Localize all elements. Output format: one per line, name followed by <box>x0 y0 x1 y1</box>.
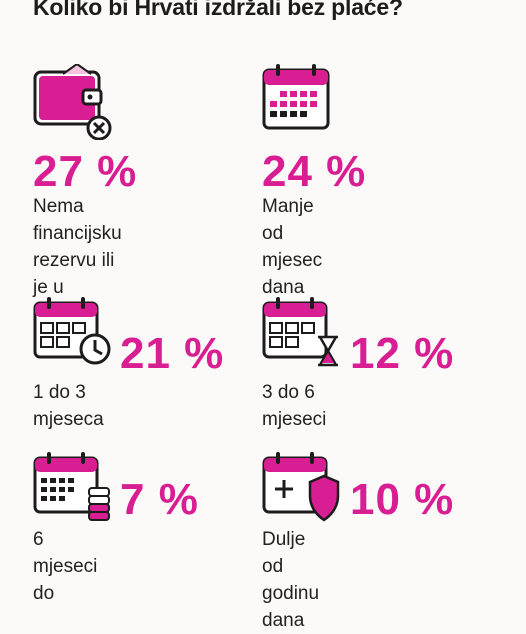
infographic-title: Koliko bi Hrvati izdržali bez plaće? <box>33 0 403 20</box>
stat-percent: 21 % <box>120 329 225 378</box>
stat-percent: 12 % <box>350 329 455 378</box>
stat-label: Dulje od godinu dana <box>262 529 320 631</box>
calendar-coins-icon <box>33 452 110 521</box>
stat-percent: 27 % <box>33 147 138 196</box>
calendar-hourglass-icon <box>262 297 339 367</box>
stat-label: Manje od mjesec dana <box>262 196 323 298</box>
stat-label: 3 do 6 mjeseci <box>262 382 327 430</box>
stat-label: 6 mjeseci do <box>33 529 98 604</box>
calendar-shield-icon <box>262 452 340 522</box>
stat-percent: 10 % <box>350 475 455 524</box>
stat-label: 1 do 3 mjeseca <box>33 382 104 430</box>
calendar-clock-icon <box>33 297 111 365</box>
calendar-icon <box>262 64 330 130</box>
stat-percent: 7 % <box>120 475 199 524</box>
empty-wallet-icon <box>33 64 112 140</box>
stat-percent: 24 % <box>262 147 367 196</box>
